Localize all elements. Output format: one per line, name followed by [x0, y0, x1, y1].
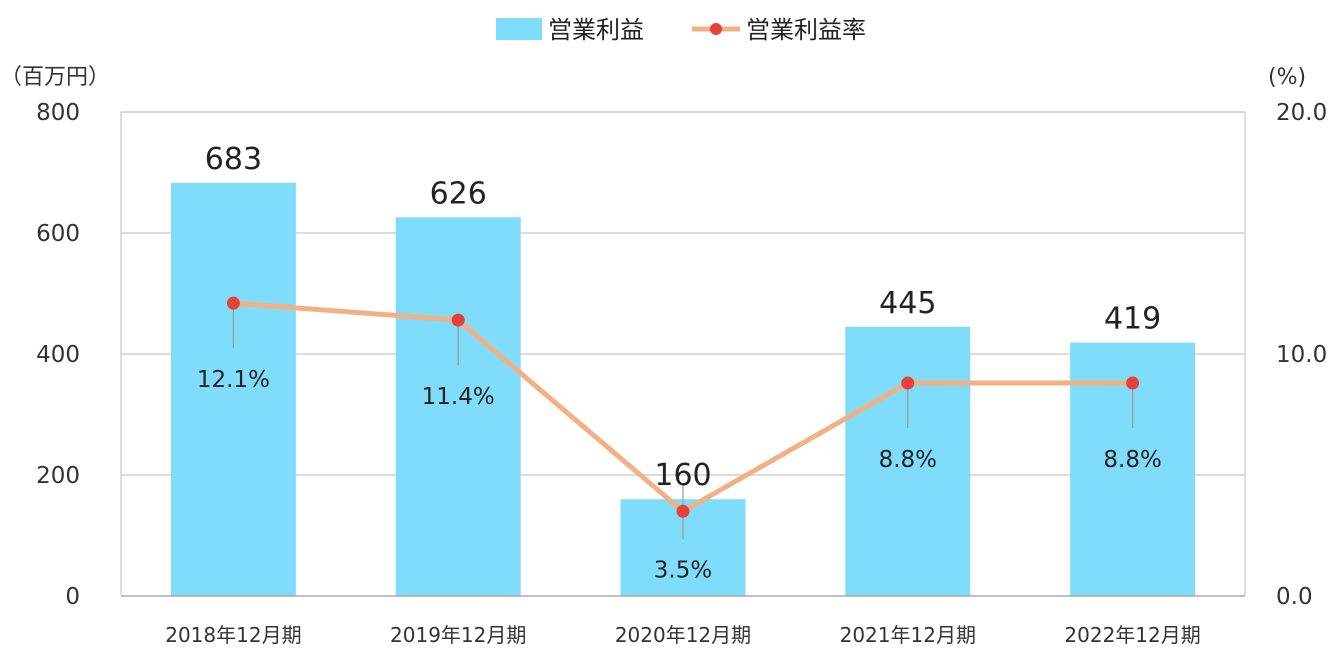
left-tick-label: 400: [36, 342, 80, 368]
right-tick-label: 20.0: [1276, 100, 1327, 126]
legend-line-marker: [710, 23, 722, 35]
rate-marker: [676, 504, 690, 518]
right-axis-unit: (%): [1268, 65, 1306, 90]
rate-marker: [226, 296, 240, 310]
bar-series: [170, 182, 1196, 596]
leader-lines: [232, 303, 1134, 540]
left-axis-unit: （百万円）: [0, 65, 110, 90]
category-label: 2022年12月期: [1064, 623, 1200, 647]
bar-value-label: 419: [1104, 302, 1161, 337]
rate-marker: [451, 313, 465, 327]
bar: [845, 326, 971, 596]
right-tick-label: 10.0: [1276, 342, 1327, 368]
legend-bar-swatch: [496, 18, 542, 40]
category-label: 2020年12月期: [615, 623, 751, 647]
left-tick-label: 0: [65, 584, 80, 610]
rate-marker: [1126, 376, 1140, 390]
rate-value-label: 11.4%: [422, 384, 495, 410]
category-label: 2021年12月期: [840, 623, 976, 647]
axes: 0 200 400 600 800 0.0 10.0 20.0 2018年12月期 2019年12…: [36, 100, 1327, 647]
legend-line-label: 営業利益率: [746, 16, 866, 44]
bar-value-label: 445: [879, 286, 936, 321]
legend: 営業利益 営業利益率: [496, 16, 866, 44]
left-tick-label: 600: [36, 221, 80, 247]
bar-value-label: 683: [205, 142, 262, 177]
gridlines: [121, 111, 1245, 476]
category-label: 2019年12月期: [390, 623, 526, 647]
rate-value-label: 8.8%: [1103, 447, 1161, 473]
rate-value-label: 3.5%: [654, 557, 712, 583]
left-tick-label: 800: [36, 100, 80, 126]
rate-value-label: 12.1%: [197, 367, 270, 393]
bar: [170, 182, 296, 596]
legend-bar-label: 営業利益: [548, 16, 644, 44]
right-tick-label: 0.0: [1276, 584, 1313, 610]
bar-value-label: 160: [654, 458, 711, 493]
bar-value-label: 626: [430, 176, 487, 211]
line-series: [226, 296, 1140, 518]
left-tick-label: 200: [36, 463, 80, 489]
rate-value-label: 8.8%: [879, 447, 937, 473]
rate-marker: [901, 376, 915, 390]
data-labels: 683 626 160 445 419 12.1% 11.4% 3.5% 8.8% 8.8%: [197, 142, 1162, 584]
category-label: 2018年12月期: [165, 623, 301, 647]
bar: [395, 217, 521, 596]
